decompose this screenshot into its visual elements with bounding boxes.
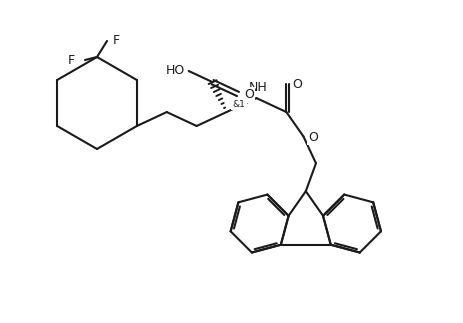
Text: O: O — [244, 89, 253, 101]
Text: F: F — [68, 54, 75, 67]
Text: &1: &1 — [232, 99, 245, 109]
Text: O: O — [292, 78, 301, 90]
Text: HO: HO — [165, 65, 184, 78]
Text: O: O — [308, 131, 318, 144]
Text: NH: NH — [249, 81, 267, 94]
Text: F: F — [113, 34, 120, 47]
